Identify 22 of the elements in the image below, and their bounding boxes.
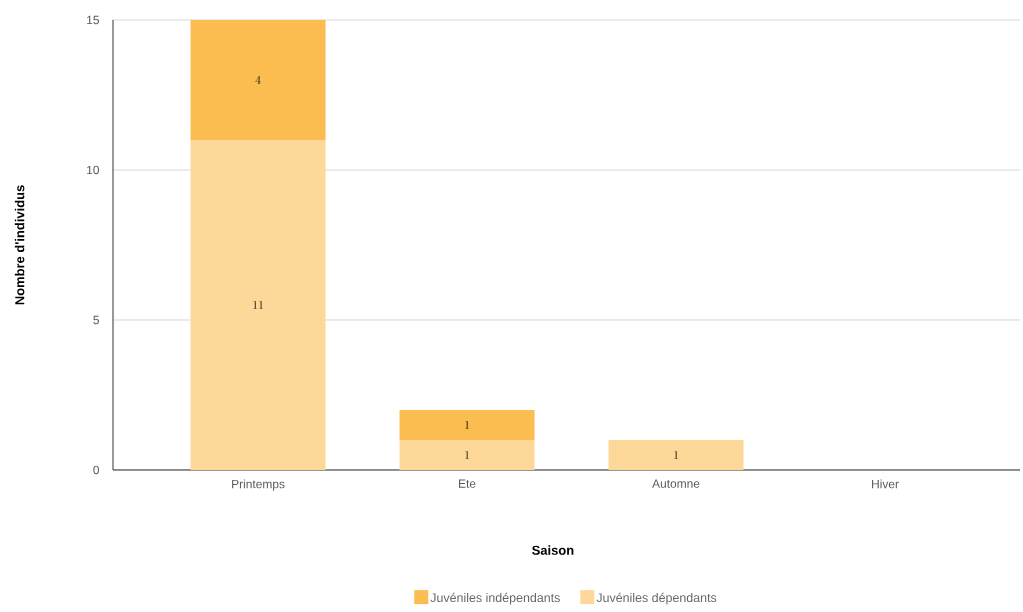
bar <box>190 19 326 140</box>
data-label: 11 <box>253 300 263 309</box>
x-tick-label: Automne <box>652 479 700 488</box>
x-axis-title: Saison <box>532 545 574 555</box>
y-axis-title: Nombre d'individus <box>14 185 25 305</box>
data-label: 4 <box>255 75 261 84</box>
bar <box>399 409 535 440</box>
legend-label: Juvéniles indépendants <box>430 592 560 605</box>
bar <box>190 139 326 470</box>
y-tick-label: 10 <box>87 165 100 175</box>
y-tick-label: 15 <box>87 15 99 25</box>
y-tick-label: 0 <box>93 465 100 475</box>
bar <box>399 439 535 470</box>
x-tick-label: Hiver <box>872 479 899 489</box>
x-tick-label: Ete <box>459 479 476 488</box>
data-label: 1 <box>465 420 470 429</box>
data-label: 1 <box>465 450 470 459</box>
y-tick-label: 5 <box>93 315 99 325</box>
data-label: 1 <box>674 450 679 459</box>
x-tick-label: Printemps <box>232 479 285 491</box>
bar <box>608 439 744 470</box>
legend-label: Juvéniles dépendants <box>596 592 717 605</box>
